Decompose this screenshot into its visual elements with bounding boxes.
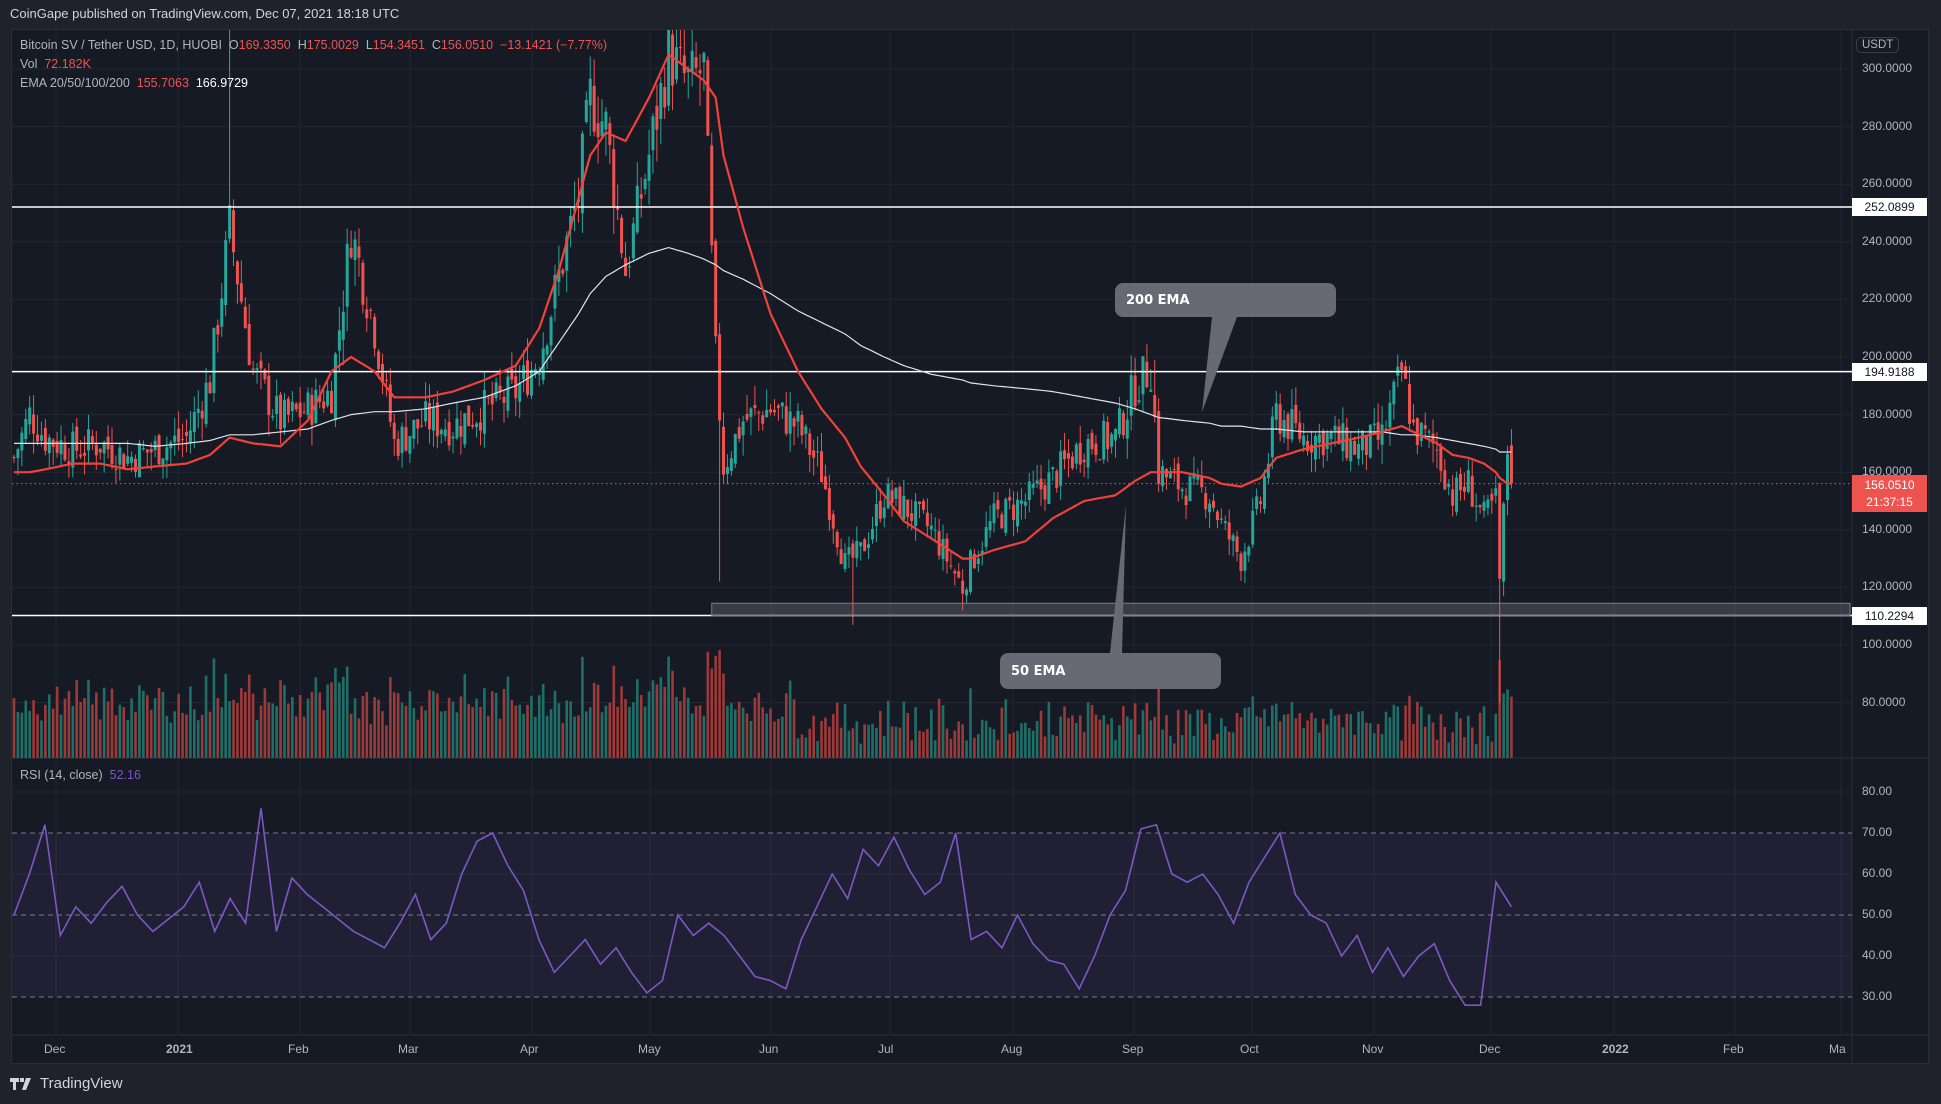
published-caption: CoinGape published on TradingView.com, D… — [10, 6, 400, 21]
price-tick: 120.0000 — [1862, 579, 1913, 594]
time-tick: Feb — [288, 1042, 309, 1056]
symbol-name: Bitcoin SV / Tether USD, 1D, HUOBI — [20, 38, 222, 52]
symbol-legend[interactable]: Bitcoin SV / Tether USD, 1D, HUOBI O169.… — [20, 38, 608, 52]
bar-countdown: 21:37:15 — [1866, 495, 1913, 509]
ema50-callout[interactable]: 50 EMA — [1000, 653, 1221, 689]
time-tick: Dec — [1479, 1042, 1501, 1056]
time-tick: Jul — [878, 1042, 894, 1056]
rsi-tick: 70.00 — [1862, 825, 1893, 839]
change-value: −13.1421 (−7.77%) — [500, 38, 608, 52]
level-price-tag: 194.9188 — [1852, 362, 1927, 381]
low-value: 154.3451 — [372, 38, 425, 52]
open-value: 169.3350 — [238, 38, 291, 52]
time-tick: Nov — [1362, 1042, 1384, 1056]
time-tick: Ma — [1829, 1042, 1846, 1056]
ema200-value: 166.9729 — [195, 76, 248, 90]
time-tick: Oct — [1240, 1042, 1259, 1056]
time-tick: Aug — [1001, 1042, 1023, 1056]
price-tick: 100.0000 — [1862, 637, 1913, 651]
tradingview-logo-icon — [10, 1077, 31, 1090]
volume-legend[interactable]: Vol 72.182K — [20, 57, 91, 71]
time-tick: May — [638, 1042, 661, 1056]
level-price-tag: 252.0899 — [1852, 197, 1927, 216]
time-tick: Feb — [1723, 1042, 1744, 1056]
price-tick: 80.0000 — [1862, 694, 1906, 709]
time-tick: Apr — [520, 1042, 539, 1056]
price-tick: 300.0000 — [1862, 61, 1913, 75]
ema-legend[interactable]: EMA 20/50/100/200 155.7063 166.9729 — [20, 76, 248, 90]
chart-frame — [11, 29, 1929, 1064]
volume-value: 72.182K — [44, 57, 91, 71]
rsi-tick: 30.00 — [1862, 989, 1893, 1003]
last-price: 156.0510 — [1864, 478, 1915, 492]
time-tick: 2021 — [166, 1042, 193, 1056]
time-tick: 2022 — [1602, 1042, 1629, 1056]
price-tick: 280.0000 — [1862, 118, 1913, 133]
close-value: 156.0510 — [440, 38, 494, 52]
ema200-callout[interactable]: 200 EMA — [1115, 283, 1336, 317]
price-tick: 220.0000 — [1862, 291, 1913, 306]
tradingview-brand[interactable]: TradingView — [10, 1075, 123, 1092]
level-price-tag: 110.2294 — [1852, 606, 1927, 625]
rsi-tick: 50.00 — [1862, 907, 1893, 921]
time-tick: Sep — [1122, 1042, 1144, 1056]
rsi-tick: 40.00 — [1862, 948, 1893, 962]
price-tick: 140.0000 — [1862, 521, 1913, 536]
ema50-value: 155.7063 — [136, 76, 189, 90]
price-tick: 180.0000 — [1862, 406, 1913, 421]
price-tick: 160.0000 — [1862, 464, 1913, 479]
currency-button[interactable]: USDT — [1856, 37, 1900, 53]
last-price-tag: 156.0510 21:37:15 — [1852, 475, 1927, 512]
time-tick: Mar — [398, 1042, 419, 1056]
price-tick: 200.0000 — [1862, 349, 1913, 363]
price-tick: 260.0000 — [1862, 176, 1913, 191]
time-tick: Dec — [44, 1042, 66, 1056]
rsi-tick: 80.00 — [1862, 784, 1893, 798]
rsi-legend[interactable]: RSI (14, close) 52.16 — [20, 768, 141, 782]
rsi-tick: 60.00 — [1862, 866, 1893, 880]
high-value: 175.0029 — [306, 38, 359, 52]
price-tick: 240.0000 — [1862, 233, 1913, 248]
rsi-value: 52.16 — [109, 768, 141, 782]
time-tick: Jun — [759, 1042, 779, 1056]
